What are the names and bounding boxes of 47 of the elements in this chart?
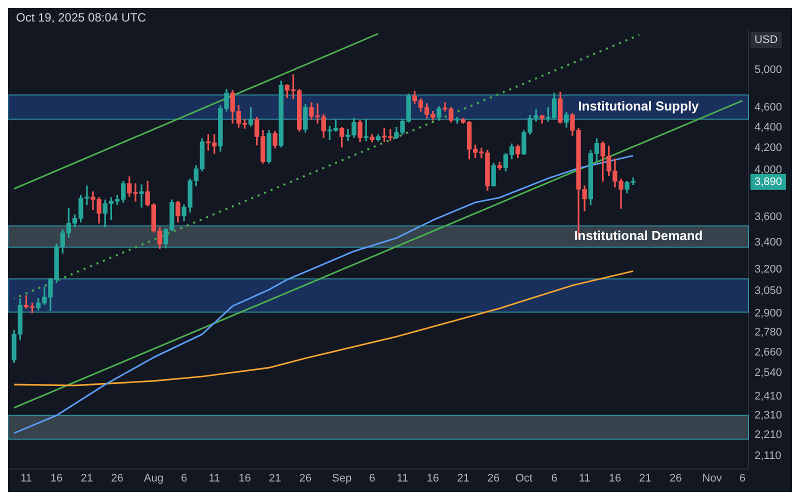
x-tick-label: 6 xyxy=(739,472,746,484)
x-tick-label: Aug xyxy=(144,472,164,484)
x-tick-label: 16 xyxy=(238,472,251,484)
x-tick-label: 6 xyxy=(551,472,558,484)
band-label: Institutional Supply xyxy=(578,98,700,114)
text: Oct 19, 2025 08:04 UTC xyxy=(16,10,146,24)
x-tick-label: 11 xyxy=(578,472,590,484)
y-tick-label: 2,900 xyxy=(754,308,782,320)
y-axis-title: USD xyxy=(754,34,778,46)
x-tick-label: Nov xyxy=(702,472,722,484)
y-tick-label: 3,600 xyxy=(754,211,782,224)
band-label: Institutional Demand xyxy=(574,228,703,244)
text: 3,890 xyxy=(754,176,782,188)
y-tick-label: 5,000 xyxy=(754,64,782,76)
y-tick-label: 4,200 xyxy=(754,142,782,154)
x-tick-label: 11 xyxy=(208,472,220,484)
y-tick-label: 4,400 xyxy=(754,121,782,134)
x-tick-label: 11 xyxy=(20,472,32,484)
x-tick-label: 21 xyxy=(80,472,94,484)
x-tick-label: 26 xyxy=(299,472,312,484)
x-tick-label: 21 xyxy=(639,472,652,484)
y-tick-label: 2,310 xyxy=(754,409,782,422)
x-tick-label: 16 xyxy=(50,472,63,484)
y-tick-label: 4,600 xyxy=(754,101,782,114)
y-tick-label: 2,410 xyxy=(754,390,782,402)
y-tick-label: 2,110 xyxy=(754,450,782,462)
x-tick-label: Oct xyxy=(515,472,532,484)
candlestick xyxy=(139,184,144,208)
y-tick-label: 3,200 xyxy=(754,264,782,276)
x-tick-label: 26 xyxy=(670,472,682,484)
y-tick-label: 2,780 xyxy=(754,326,782,339)
x-tick-label: 21 xyxy=(268,472,282,484)
y-tick-label: 2,210 xyxy=(754,429,782,442)
y-tick-label: 2,540 xyxy=(754,367,782,380)
x-tick-label: 6 xyxy=(369,472,376,484)
x-tick-label: 11 xyxy=(396,472,408,484)
y-tick-label: 4,000 xyxy=(754,164,782,176)
y-tick-label: 3,400 xyxy=(754,236,782,249)
y-tick-label: 2,660 xyxy=(754,346,782,358)
x-tick-label: Sep xyxy=(332,472,352,484)
x-tick-label: 16 xyxy=(608,472,622,484)
x-tick-label: 6 xyxy=(180,472,188,484)
y-tick-label: 3,050 xyxy=(754,285,782,298)
x-tick-label: 26 xyxy=(111,472,124,484)
x-tick-label: 26 xyxy=(487,472,500,484)
x-tick-label: 21 xyxy=(457,472,470,484)
x-tick-label: 16 xyxy=(426,472,439,484)
